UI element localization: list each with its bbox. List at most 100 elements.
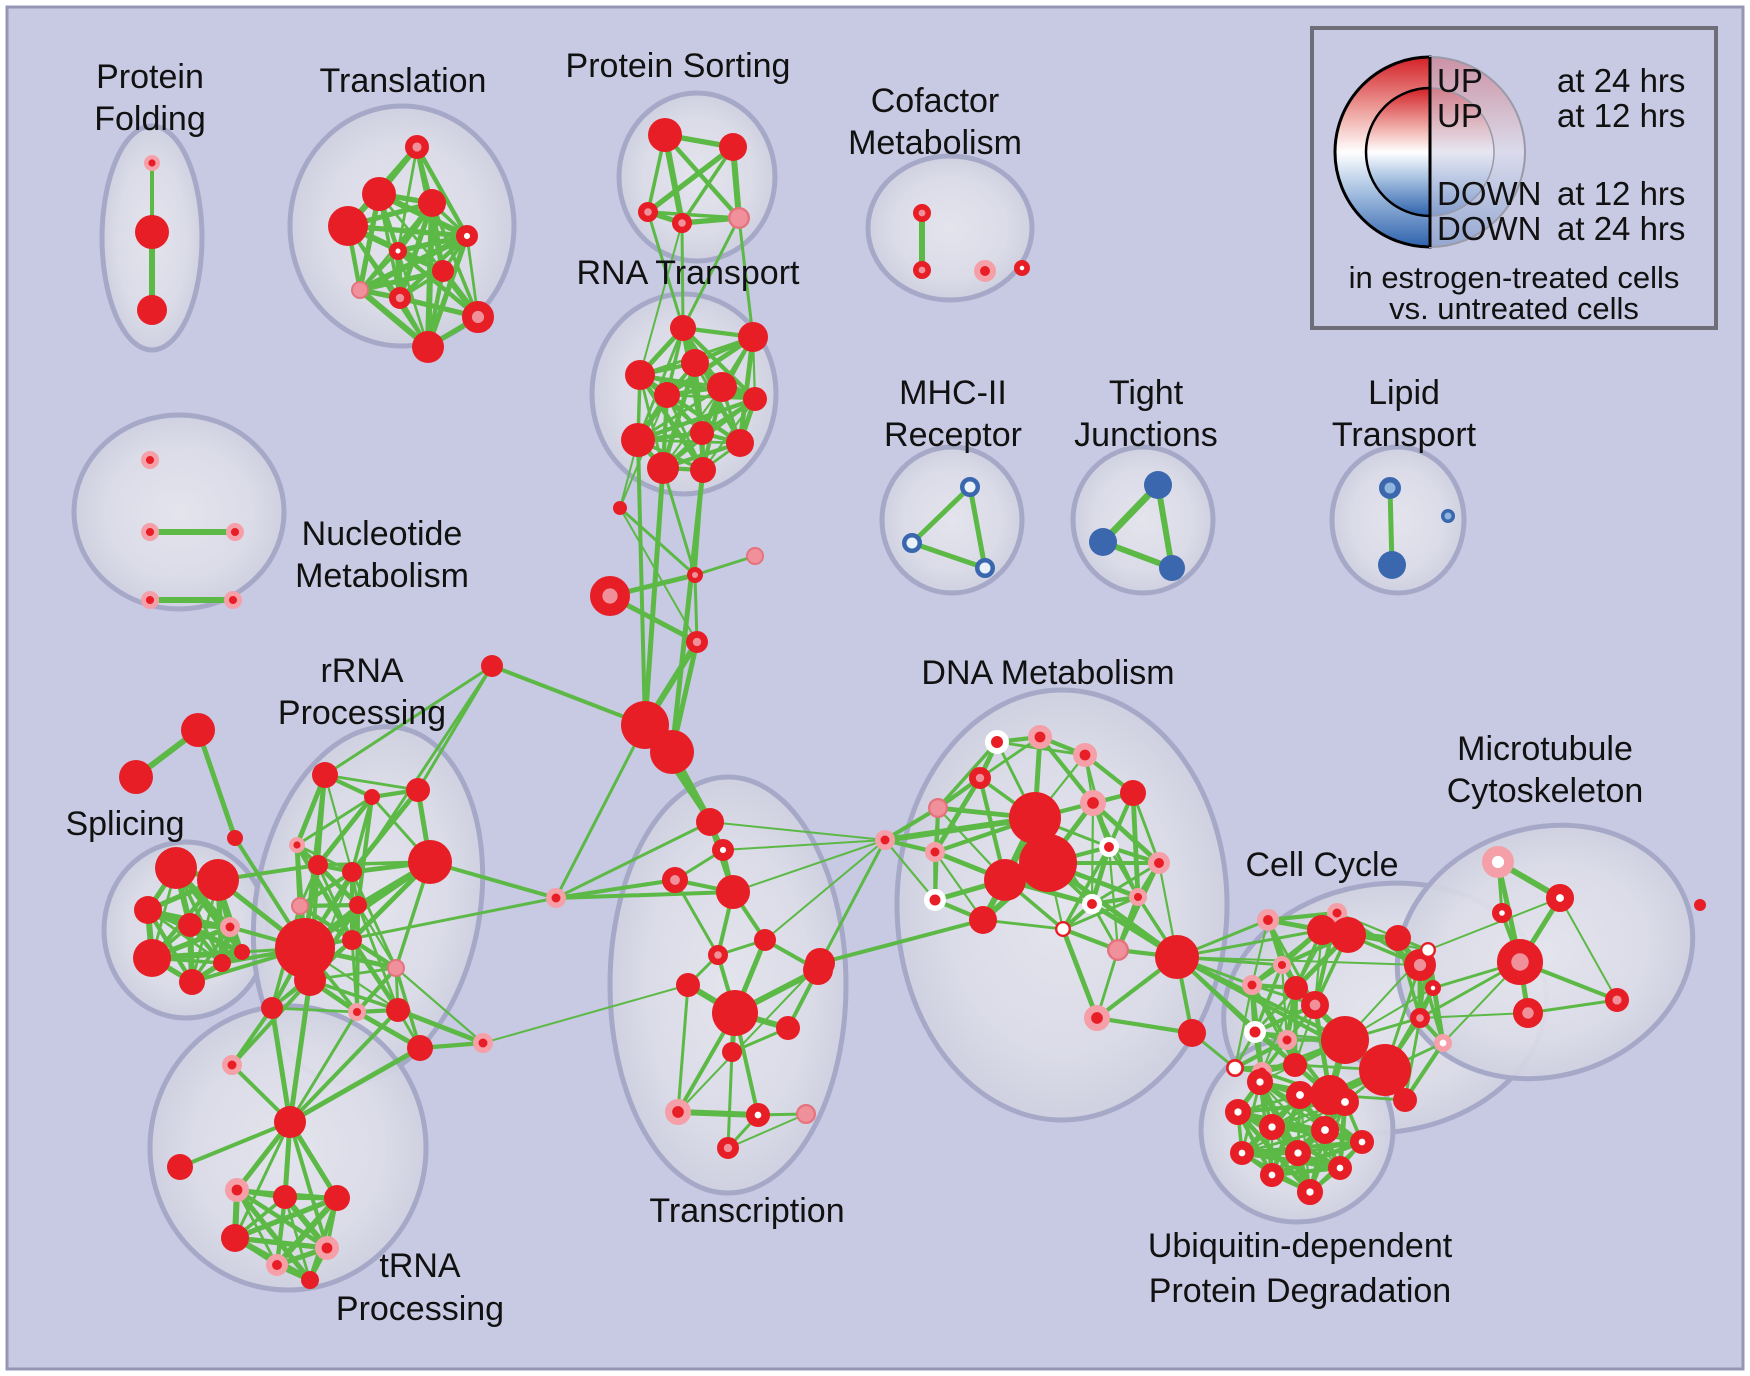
gene-node xyxy=(226,522,245,541)
gene-node xyxy=(167,1154,193,1180)
interaction-edge xyxy=(358,249,400,292)
label-cofactor: Cofactor xyxy=(871,82,1000,120)
interaction-edge xyxy=(737,216,755,339)
gene-node xyxy=(707,372,737,402)
legend-time-12a: at 12 hrs xyxy=(1557,97,1685,134)
gene-node xyxy=(746,1102,771,1127)
interaction-edge xyxy=(645,144,736,215)
gene-node xyxy=(745,546,764,565)
interaction-edge xyxy=(297,869,355,909)
label-transcription: Transcription xyxy=(649,1192,844,1230)
gene-node xyxy=(1297,1179,1324,1206)
gene-node xyxy=(290,896,309,915)
interaction-edge xyxy=(482,984,689,1044)
interaction-edge xyxy=(395,248,481,320)
gene-node xyxy=(1604,987,1629,1012)
gene-node xyxy=(984,859,1026,901)
interaction-edge xyxy=(677,962,821,1113)
interaction-edge xyxy=(1559,897,1618,1001)
gene-node xyxy=(974,259,997,282)
interaction-edge xyxy=(693,573,699,644)
interaction-edge xyxy=(233,1120,292,1240)
label-trna-2: Processing xyxy=(336,1290,504,1328)
interaction-edge xyxy=(680,325,758,402)
gene-node xyxy=(805,948,835,978)
gene-node xyxy=(1434,1034,1453,1053)
legend-down-12: DOWN xyxy=(1437,175,1541,212)
interaction-edge xyxy=(349,787,421,875)
gene-node xyxy=(1441,509,1455,523)
gene-node xyxy=(647,452,679,484)
interaction-edge xyxy=(636,438,742,445)
gene-node xyxy=(590,576,631,617)
gene-node xyxy=(261,997,283,1019)
interaction-edge xyxy=(303,664,494,950)
gene-node xyxy=(637,202,658,223)
gene-node xyxy=(1419,942,1436,959)
gene-node xyxy=(1327,903,1347,923)
gene-node xyxy=(1259,1162,1284,1187)
gene-node xyxy=(712,839,735,862)
legend-time-24b: at 24 hrs xyxy=(1557,210,1685,247)
gene-node xyxy=(408,840,452,884)
interaction-edge xyxy=(232,1235,330,1251)
interaction-edge xyxy=(936,740,999,810)
interaction-edge xyxy=(642,465,666,728)
cluster-ellipse-mhc-ii-receptor xyxy=(879,444,1025,596)
gene-node xyxy=(902,533,922,553)
interaction-edge xyxy=(932,775,983,855)
label-lipid-2: Transport xyxy=(1332,416,1477,454)
interaction-edge xyxy=(1175,928,1324,959)
label-nucleotide-2: Metabolism xyxy=(295,557,469,595)
gene-node xyxy=(1128,887,1147,906)
label-dna-metabolism: DNA Metabolism xyxy=(921,654,1174,692)
interaction-edge xyxy=(414,144,470,239)
gene-node xyxy=(197,859,239,901)
gene-node xyxy=(648,118,682,152)
interaction-edge xyxy=(230,978,312,1067)
label-nucleotide: Nucleotide xyxy=(302,515,463,553)
interaction-edge xyxy=(635,396,758,443)
gene-node xyxy=(461,300,494,333)
gene-node xyxy=(133,939,171,977)
gene-node xyxy=(960,477,980,497)
interaction-edge xyxy=(680,145,735,225)
gene-node xyxy=(155,847,197,889)
gene-node xyxy=(1311,1116,1340,1145)
interaction-edge xyxy=(967,484,988,571)
legend-up-12: UP xyxy=(1437,97,1483,134)
gene-node xyxy=(301,1271,319,1289)
interaction-edge xyxy=(357,268,446,293)
interaction-edge xyxy=(693,554,757,577)
interaction-edge xyxy=(490,664,647,727)
gene-node xyxy=(181,713,215,747)
interaction-edge xyxy=(722,839,886,851)
gene-node xyxy=(1497,939,1544,986)
gene-node xyxy=(405,135,430,160)
gene-node xyxy=(975,558,995,578)
gene-node xyxy=(985,730,1009,754)
interaction-edge xyxy=(316,773,327,867)
interaction-edge xyxy=(1265,910,1340,923)
gene-node xyxy=(119,760,153,794)
gene-node xyxy=(137,295,167,325)
legend-time-12b: at 12 hrs xyxy=(1557,175,1685,212)
label-cofactor-2: Metabolism xyxy=(848,124,1022,162)
interaction-edge xyxy=(669,467,706,755)
gene-node xyxy=(776,1016,800,1040)
gene-node xyxy=(1083,1005,1110,1032)
interaction-edge xyxy=(1107,845,1120,952)
interaction-edge xyxy=(637,372,758,402)
interaction-edge xyxy=(1061,895,1140,931)
gene-node xyxy=(389,287,412,310)
gene-node xyxy=(220,917,240,937)
gene-node xyxy=(273,1185,297,1209)
interaction-edge xyxy=(1155,482,1175,571)
gene-node xyxy=(716,1137,739,1160)
interaction-edge xyxy=(978,735,1042,780)
gene-node xyxy=(481,655,503,677)
gene-node xyxy=(1694,899,1706,911)
gene-node xyxy=(676,973,700,997)
